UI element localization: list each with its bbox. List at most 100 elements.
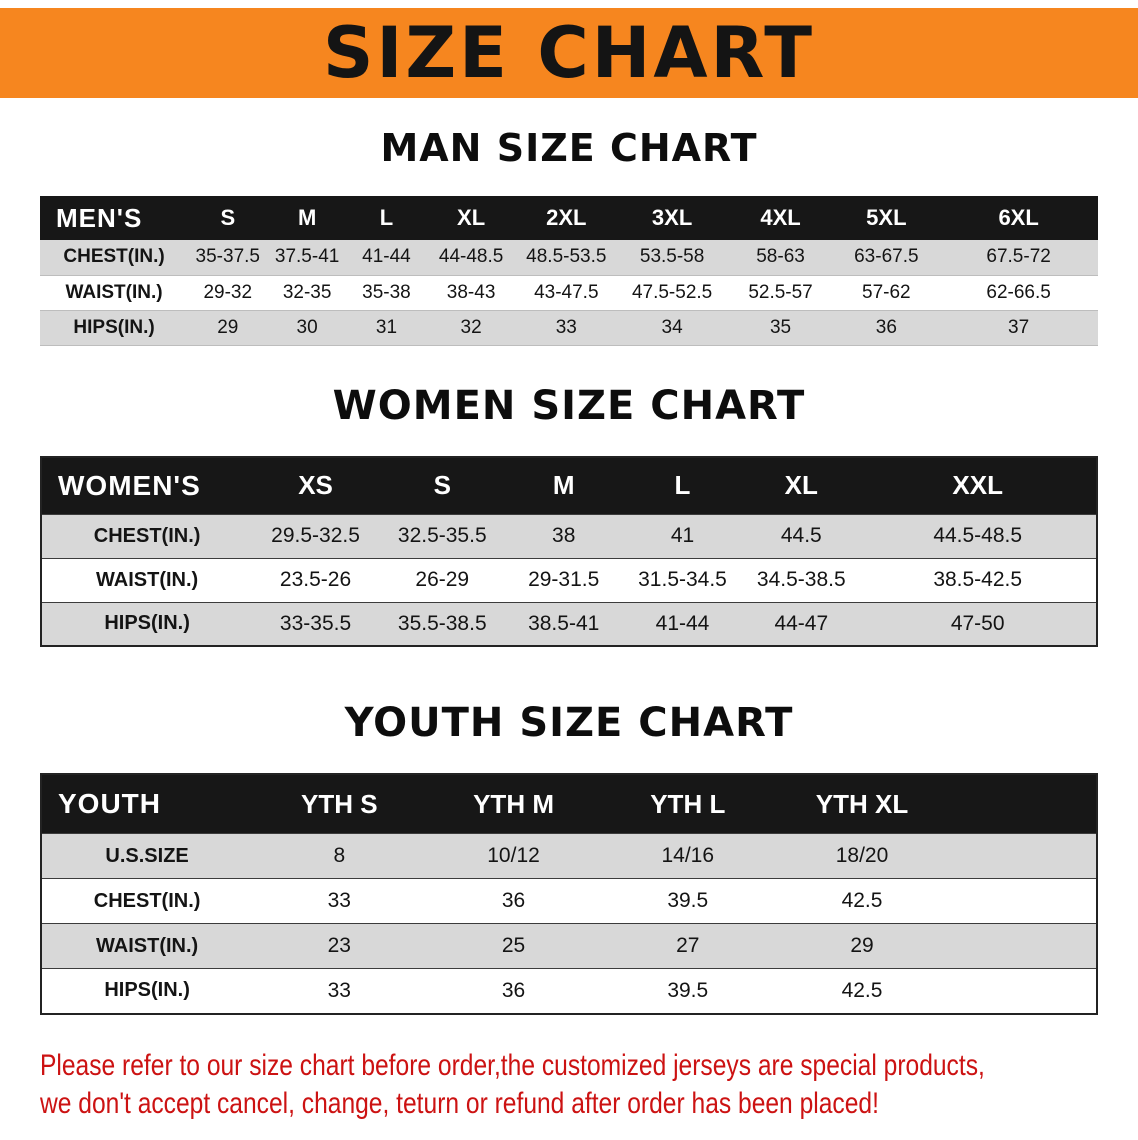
size-value-cell: 35 (769, 316, 792, 338)
size-value-cell: 67.5-72 (986, 246, 1051, 268)
row-label: CHEST(IN.) (63, 246, 165, 268)
size-value-cell: 47-50 (950, 611, 1005, 635)
size-column-header: YTH XL (774, 774, 950, 834)
size-column-header: M (267, 196, 347, 240)
header-row: WOMEN'S XS S M L XL XXL (41, 456, 1097, 514)
size-value-cell: 33 (327, 889, 351, 912)
size-value-cell: 33 (327, 978, 351, 1002)
measurement-row: HIPS(IN.) 29 30 31 32 33 34 35 36 37 (40, 310, 1098, 345)
size-column-header: 3XL (616, 196, 728, 240)
size-value-cell: 62-66.5 (986, 281, 1051, 303)
size-column-header: 2XL (516, 196, 617, 240)
size-value-cell: 63-67.5 (854, 246, 919, 268)
size-value-cell: 31 (375, 316, 398, 338)
women-size-chart-section: WOMEN SIZE CHART WOMEN'S XS S M L XL XXL CHEST… (0, 382, 1138, 647)
size-column-header: L (346, 196, 427, 240)
size-value-cell: 36 (875, 316, 897, 338)
row-label: HIPS(IN.) (104, 612, 190, 635)
size-value-cell: 25 (501, 934, 526, 957)
size-value-cell: 44.5 (780, 524, 822, 547)
size-value-cell: 38 (552, 524, 576, 547)
size-value-cell: 47.5-52.5 (631, 281, 713, 303)
size-value-cell: 29 (850, 934, 874, 957)
size-value-cell: 37 (1008, 316, 1030, 338)
size-value-cell: 34.5-38.5 (756, 568, 846, 591)
size-column-header: XS (252, 456, 379, 514)
size-value-cell: 23.5-26 (279, 568, 352, 591)
size-column-header: YTH L (600, 774, 775, 834)
size-value-cell: 14/16 (661, 844, 715, 867)
table-corner-label: MEN'S (40, 196, 189, 240)
disclaimer-line-1: Please refer to our size chart before or… (40, 1048, 985, 1082)
table-corner-label: WOMEN'S (41, 456, 253, 514)
size-value-cell: 27 (676, 934, 700, 957)
row-label: HIPS(IN.) (104, 979, 190, 1002)
size-value-cell: 44-48.5 (438, 246, 504, 268)
row-label: CHEST(IN.) (93, 889, 201, 912)
size-column-header: M (505, 456, 622, 514)
row-label: U.S.SIZE (105, 844, 189, 867)
size-value-cell: 31.5-34.5 (638, 568, 727, 591)
size-column-header: YTH M (426, 774, 601, 834)
filler-cell (949, 969, 1097, 1014)
size-value-cell: 41-44 (362, 246, 411, 268)
size-value-cell: 29-31.5 (528, 568, 600, 591)
row-label: WAIST(IN.) (65, 281, 163, 303)
table-corner-label: YOUTH (41, 774, 253, 834)
size-value-cell: 38-43 (446, 281, 496, 303)
size-value-cell: 35-37.5 (195, 246, 260, 268)
header-row: YOUTH YTH S YTH M YTH L YTH XL (41, 774, 1097, 834)
size-column-header: YTH S (252, 774, 427, 834)
size-value-cell: 18/20 (835, 844, 889, 867)
measurement-row: CHEST(IN.) 29.5-32.5 32.5-35.5 38 41 44.5 44.5… (41, 514, 1097, 558)
disclaimer-line-2: we don't accept cancel, change, teturn o… (40, 1086, 879, 1120)
size-chart-page: SIZE CHART MAN SIZE CHART MEN'S S M L XL 2XL 3… (0, 8, 1138, 1123)
row-label: HIPS(IN.) (73, 316, 155, 338)
size-value-cell: 38.5-41 (528, 611, 600, 635)
size-value-cell: 58-63 (756, 246, 805, 268)
filler-cell (949, 879, 1097, 924)
filler-header-cell (949, 774, 1097, 834)
size-value-cell: 8 (333, 844, 346, 867)
size-value-cell: 37.5-41 (274, 246, 340, 268)
size-value-cell: 42.5 (841, 889, 883, 912)
youth-size-chart-section: YOUTH SIZE CHART YOUTH YTH S YTH M YTH L YTH… (0, 699, 1138, 1015)
youth-size-chart-title: YOUTH SIZE CHART (344, 700, 794, 746)
measurement-row: HIPS(IN.) 33 36 39.5 42.5 (41, 968, 1097, 1014)
size-column-header: XL (426, 196, 517, 240)
page-title: SIZE CHART (322, 12, 816, 94)
size-column-header: XL (743, 456, 860, 514)
size-value-cell: 43-47.5 (534, 281, 599, 303)
men-size-table: MEN'S S M L XL 2XL 3XL 4XL 5XL 6XL CHEST(IN.) 35-3… (40, 196, 1098, 346)
youth-size-table: YOUTH YTH S YTH M YTH L YTH XL U.S.SIZE 8 10/1… (40, 773, 1098, 1015)
size-value-cell: 42.5 (841, 978, 883, 1002)
measurement-row: HIPS(IN.) 33-35.5 35.5-38.5 38.5-41 41-44 44-… (41, 602, 1097, 646)
size-value-cell: 32 (460, 316, 482, 338)
size-value-cell: 57-62 (862, 281, 911, 303)
size-value-cell: 35-38 (362, 281, 411, 303)
size-column-header: 5XL (833, 196, 940, 240)
size-column-header: S (188, 196, 268, 240)
size-value-cell: 39.5 (667, 978, 709, 1002)
row-label: WAIST(IN.) (95, 568, 199, 591)
size-value-cell: 39.5 (667, 889, 709, 912)
size-value-cell: 29.5-32.5 (271, 524, 360, 547)
size-value-cell: 36 (501, 978, 526, 1002)
women-size-chart-title: WOMEN SIZE CHART (332, 382, 806, 429)
size-value-cell: 34 (661, 316, 683, 338)
women-size-table: WOMEN'S XS S M L XL XXL CHEST(IN.) 29.5-32.5 32.… (40, 455, 1098, 647)
size-column-header: 6XL (939, 196, 1098, 240)
size-chart-banner: SIZE CHART (0, 8, 1138, 98)
filler-cell (949, 924, 1097, 969)
size-value-cell: 33-35.5 (279, 611, 352, 635)
row-label: WAIST(IN.) (95, 934, 199, 957)
size-value-cell: 38.5-42.5 (933, 568, 1023, 591)
size-value-cell: 23 (327, 934, 351, 957)
size-value-cell: 32-35 (282, 281, 332, 303)
measurement-row: WAIST(IN.) 23.5-26 26-29 29-31.5 31.5-34.5 34… (41, 558, 1097, 602)
size-column-header: XXL (859, 456, 1097, 514)
measurement-row: CHEST(IN.) 33 36 39.5 42.5 (41, 878, 1097, 924)
size-value-cell: 41 (670, 524, 695, 547)
size-value-cell: 26-29 (415, 568, 470, 591)
measurement-row: WAIST(IN.) 23 25 27 29 (41, 923, 1097, 969)
